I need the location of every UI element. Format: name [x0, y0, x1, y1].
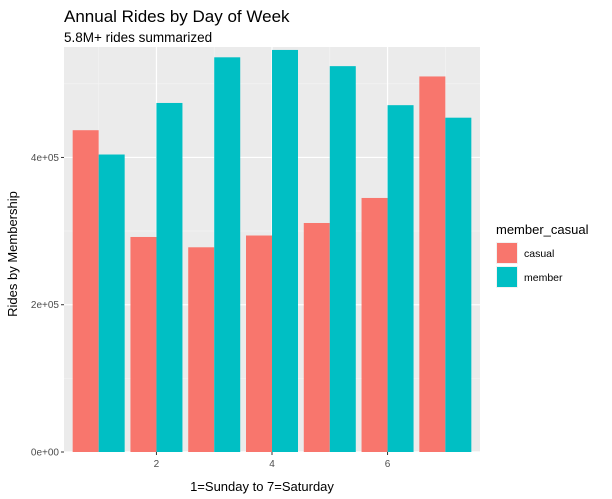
x-axis-ticks: 2 4 6 [154, 452, 391, 470]
bar-casual-5 [303, 222, 330, 452]
bar-member-4 [272, 49, 298, 452]
bar-member-1 [98, 154, 125, 452]
legend-title: member_casual [496, 222, 589, 237]
bar-member-7 [445, 117, 472, 452]
bar-casual-7 [419, 76, 446, 453]
bar-member-6 [387, 105, 414, 452]
x-tick-label: 6 [385, 459, 391, 470]
y-axis-ticks: 0e+00 2e+05 4e+05 [31, 153, 64, 459]
chart-title: Annual Rides by Day of Week [64, 7, 290, 26]
bar-casual-6 [361, 197, 388, 452]
x-tick-label: 2 [154, 459, 160, 470]
x-axis-title: 1=Sunday to 7=Saturday [190, 479, 334, 494]
legend-label-member: member [524, 272, 563, 284]
bar-member-2 [156, 102, 183, 453]
bars [72, 49, 472, 453]
y-tick-label: 0e+00 [31, 448, 60, 459]
bar-casual-4 [246, 235, 272, 452]
legend: member_casual casual member [496, 222, 589, 288]
bar-casual-2 [130, 236, 157, 452]
x-tick-label: 4 [269, 459, 275, 470]
y-axis-title: Rides by Membership [5, 191, 20, 317]
y-tick-label: 2e+05 [31, 300, 60, 311]
y-tick-label: 4e+05 [31, 153, 60, 164]
chart-subtitle: 5.8M+ rides summarized [64, 30, 212, 45]
bar-member-3 [214, 57, 241, 453]
bar-member-5 [329, 66, 356, 453]
legend-label-casual: casual [524, 248, 554, 260]
legend-key-member [497, 267, 517, 287]
legend-key-casual [497, 243, 517, 263]
bar-casual-3 [188, 247, 215, 452]
bar-casual-1 [72, 130, 99, 452]
